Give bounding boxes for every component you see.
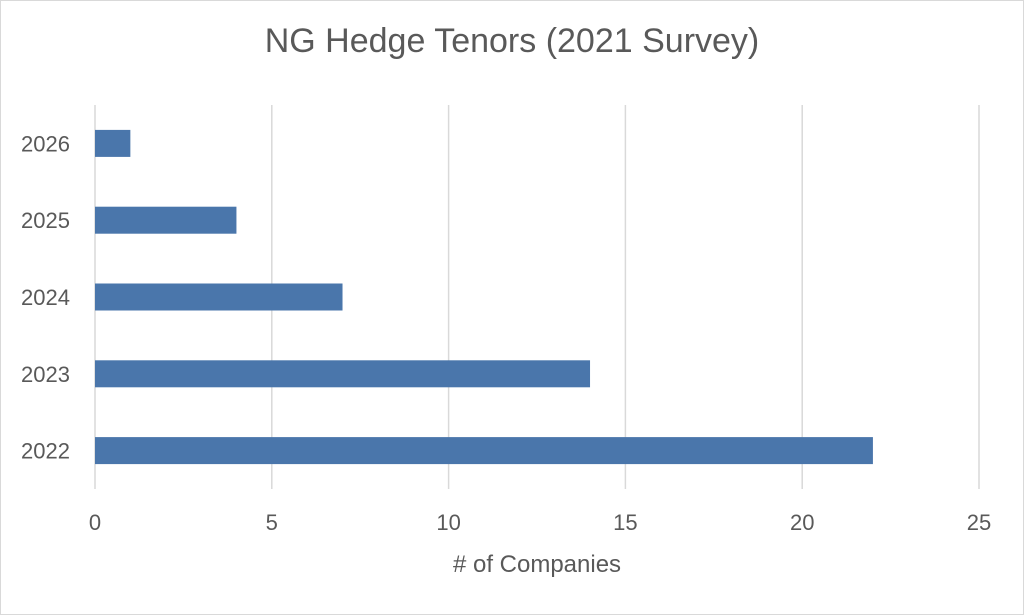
y-tick-label: 2023	[21, 362, 70, 387]
bar-2025	[95, 206, 237, 234]
bars	[95, 129, 873, 465]
x-tick-label: 0	[89, 510, 101, 535]
x-tick-label: 15	[613, 510, 637, 535]
x-axis-label: # of Companies	[453, 551, 621, 578]
x-tick-label: 10	[436, 510, 460, 535]
bar-2024	[95, 283, 343, 311]
y-tick-label: 2022	[21, 439, 70, 464]
y-tick-label: 2024	[21, 285, 70, 310]
bar-2022	[95, 437, 873, 465]
bar-2023	[95, 360, 591, 388]
y-tick-label: 2026	[21, 131, 70, 156]
y-tick-label: 2025	[21, 208, 70, 233]
y-tick-labels: 2022 2023 2024 2025 2026	[21, 131, 70, 463]
x-tick-label: 20	[790, 510, 814, 535]
bar-2026	[95, 129, 131, 157]
chart-title: NG Hedge Tenors (2021 Survey)	[264, 22, 760, 60]
x-tick-labels: 0 5 10 15 20 25	[89, 510, 991, 535]
x-tick-label: 25	[967, 510, 991, 535]
x-tick-label: 5	[266, 510, 278, 535]
